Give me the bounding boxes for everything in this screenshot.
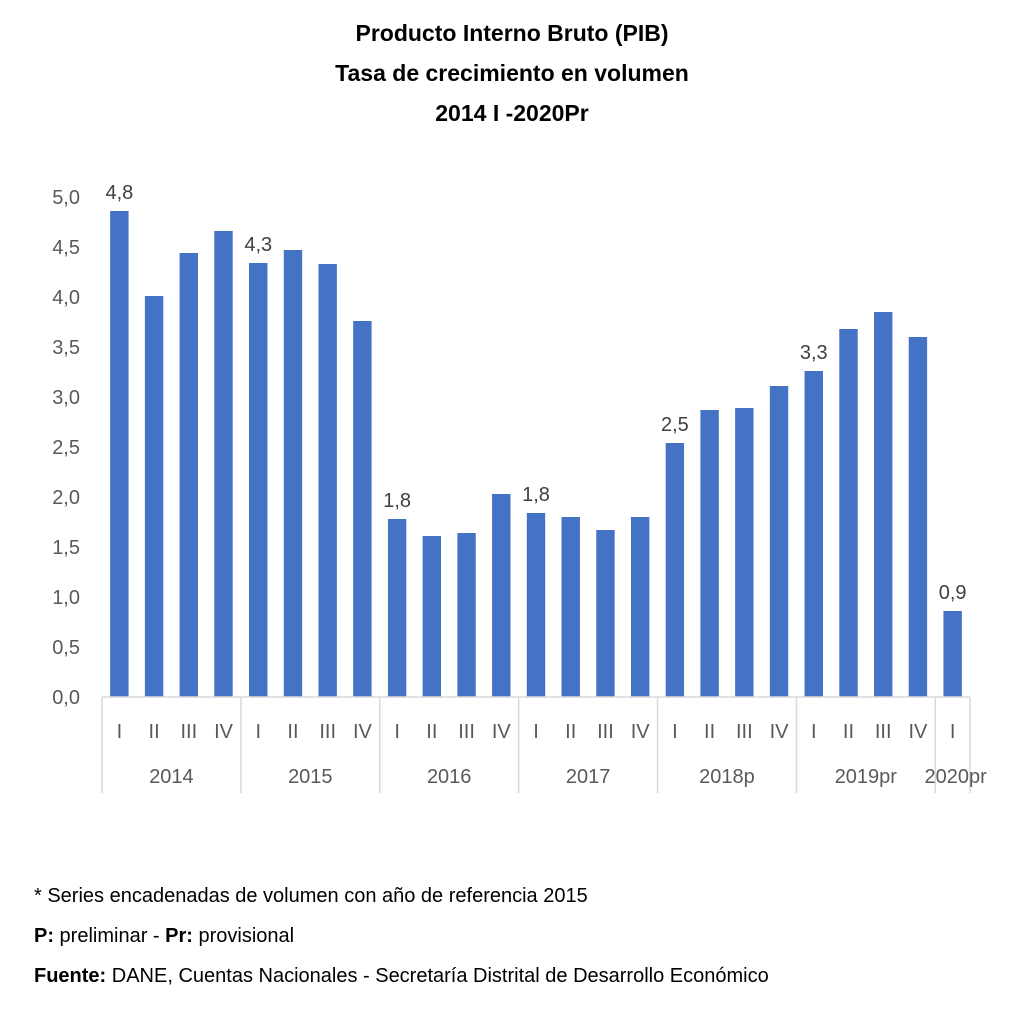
x-year-label: 2020pr xyxy=(924,766,987,788)
x-quarter-label: III xyxy=(597,721,614,743)
x-quarter-label: IV xyxy=(908,721,928,743)
bar xyxy=(769,386,789,697)
x-year-label: 2014 xyxy=(149,766,194,788)
bar xyxy=(561,517,580,697)
bar xyxy=(387,519,407,697)
p-label: P: xyxy=(34,925,54,947)
bar xyxy=(318,264,337,697)
footnote-source: Fuente: DANE, Cuentas Nacionales - Secre… xyxy=(34,965,769,988)
x-quarter-label: I xyxy=(117,721,123,743)
x-quarter-label: III xyxy=(875,721,892,743)
bar xyxy=(526,513,546,697)
bar xyxy=(283,250,303,697)
footnote-abbreviations: P: preliminar - Pr: provisional xyxy=(34,925,294,948)
bar xyxy=(179,253,199,697)
data-label: 1,8 xyxy=(383,490,411,512)
y-tick-label: 1,5 xyxy=(52,537,80,559)
y-axis: 0,0 0,5 1,0 1,5 2,0 2,5 3,0 3,5 4,0 4,5 5,0 xyxy=(52,187,80,709)
bar xyxy=(908,337,928,697)
bar xyxy=(144,296,164,697)
chart-title-line-3: 2014 I -2020Pr xyxy=(435,100,589,126)
y-tick-label: 0,5 xyxy=(52,637,80,659)
y-tick-label: 2,0 xyxy=(52,487,80,509)
x-quarter-label: III xyxy=(180,721,197,743)
bar xyxy=(804,371,823,697)
x-quarter-label: II xyxy=(149,721,160,743)
bar xyxy=(873,312,893,697)
x-quarter-label: II xyxy=(426,721,437,743)
bar xyxy=(422,536,442,697)
x-quarter-label: I xyxy=(950,721,956,743)
x-quarter-label: I xyxy=(672,721,678,743)
chart-title-line-1: Producto Interno Bruto (PIB) xyxy=(355,20,669,46)
x-quarter-label: IV xyxy=(631,721,651,743)
x-quarter-label: IV xyxy=(353,721,373,743)
pr-text: provisional xyxy=(192,925,295,947)
x-quarter-label: I xyxy=(811,721,817,743)
bars xyxy=(110,211,962,697)
x-quarter-label: II xyxy=(843,721,854,743)
x-quarter-label: I xyxy=(394,721,400,743)
y-tick-label: 5,0 xyxy=(52,187,80,209)
data-labels: 4,8 4,3 1,8 1,8 2,5 3,3 0,9 xyxy=(105,182,966,604)
x-quarter-label: IV xyxy=(492,721,512,743)
bar xyxy=(110,211,129,697)
x-year-label: 2019pr xyxy=(835,766,898,788)
bar xyxy=(249,263,268,697)
data-label: 3,3 xyxy=(800,342,828,364)
x-quarter-label: IV xyxy=(214,721,234,743)
footnote-series: * Series encadenadas de volumen con año … xyxy=(34,885,588,907)
x-quarter-label: III xyxy=(458,721,475,743)
x-year-label: 2017 xyxy=(566,766,611,788)
bar-chart: 0,0 0,5 1,0 1,5 2,0 2,5 3,0 3,5 4,0 4,5 5,0 4,8 4,3… xyxy=(52,182,987,793)
data-label: 4,3 xyxy=(244,234,272,256)
x-quarter-label: IV xyxy=(770,721,790,743)
x-quarter-label: II xyxy=(565,721,576,743)
y-tick-label: 0,0 xyxy=(52,687,80,709)
bar xyxy=(492,494,511,697)
bar xyxy=(630,517,650,697)
bar xyxy=(353,321,372,697)
bar xyxy=(735,408,754,697)
x-year-label: 2018p xyxy=(699,766,755,788)
x-quarter-label: III xyxy=(319,721,336,743)
bar xyxy=(214,231,233,697)
data-label: 1,8 xyxy=(522,484,550,506)
data-label: 2,5 xyxy=(661,414,689,436)
source-label: Fuente: xyxy=(34,965,107,987)
y-tick-label: 4,0 xyxy=(52,287,80,309)
data-label: 4,8 xyxy=(105,182,133,204)
chart-title-line-2: Tasa de crecimiento en volumen xyxy=(335,60,689,86)
y-tick-label: 1,0 xyxy=(52,587,80,609)
data-label: 0,9 xyxy=(939,582,967,604)
source-text: DANE, Cuentas Nacionales - Secretaría Di… xyxy=(106,965,769,987)
bar xyxy=(457,533,476,697)
bar xyxy=(943,611,962,697)
x-year-label: 2016 xyxy=(427,766,472,788)
x-quarter-label: II xyxy=(704,721,715,743)
x-quarter-label: I xyxy=(533,721,539,743)
x-quarter-label: I xyxy=(255,721,261,743)
pr-label: Pr: xyxy=(165,925,193,947)
bar xyxy=(839,329,858,697)
bar xyxy=(596,530,615,697)
y-tick-label: 4,5 xyxy=(52,237,80,259)
y-tick-label: 3,0 xyxy=(52,387,80,409)
y-tick-label: 2,5 xyxy=(52,437,80,459)
x-quarter-label: III xyxy=(736,721,753,743)
bar xyxy=(700,410,719,697)
x-quarter-label: II xyxy=(287,721,298,743)
y-tick-label: 3,5 xyxy=(52,337,80,359)
bar xyxy=(665,443,685,697)
p-text: preliminar - xyxy=(54,925,166,947)
x-year-label: 2015 xyxy=(288,766,333,788)
